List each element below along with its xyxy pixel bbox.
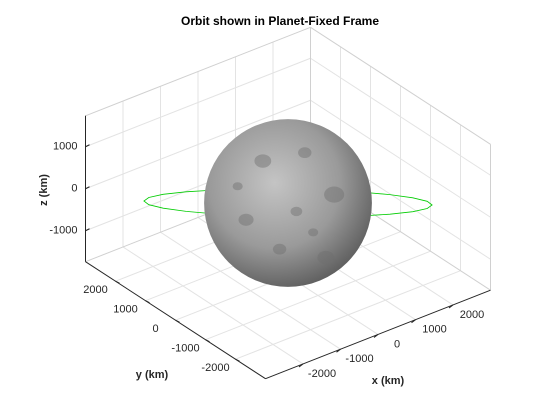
grid-line [205, 250, 431, 341]
z-axis-label: z (km) [38, 174, 50, 206]
crater [290, 206, 303, 217]
x-tick-label: 0 [394, 338, 400, 350]
crater [298, 147, 312, 159]
labels: -2000-1000010002000-2000-1000010002000-1… [49, 141, 484, 380]
x-tick [411, 319, 416, 324]
y-tick-label: -1000 [171, 343, 199, 355]
grid-line [85, 99, 311, 190]
chart-title: Orbit shown in Planet-Fixed Frame [181, 14, 379, 28]
y-tick-label: -2000 [201, 362, 229, 374]
y-tick-label: 1000 [113, 304, 137, 316]
crater [324, 186, 345, 203]
y-tick-label: 0 [152, 323, 158, 335]
grid-line [235, 270, 461, 360]
y-tick [235, 358, 240, 362]
grid-line [310, 99, 491, 218]
crater [317, 250, 335, 265]
z-tick [85, 144, 90, 148]
z-tick-label: 1000 [53, 141, 77, 153]
y-tick [175, 319, 180, 323]
y-tick [145, 300, 150, 304]
z-tick [85, 186, 90, 190]
box-edge [85, 26, 311, 117]
x-tick-label: -2000 [308, 368, 336, 380]
y-tick [205, 339, 210, 343]
x-tick [336, 348, 341, 353]
box-edge [310, 26, 491, 145]
crater [308, 228, 319, 237]
x-tick-label: 1000 [422, 324, 446, 336]
x-tick [298, 363, 304, 368]
y-axis-label: y (km) [136, 369, 169, 381]
planet [204, 119, 372, 287]
plot-area [143, 119, 433, 287]
grid-line [85, 57, 311, 148]
grid-line [310, 57, 491, 176]
y-tick [115, 280, 120, 284]
z-tick [85, 228, 90, 232]
x-tick [373, 334, 379, 338]
x-axis-label: x (km) [372, 375, 405, 387]
crater [254, 154, 272, 168]
z-tick-label: -1000 [49, 225, 77, 237]
z-tick-label: 0 [71, 183, 77, 195]
crater [232, 182, 243, 191]
y-tick-label: 2000 [83, 284, 107, 296]
crater [272, 243, 287, 255]
x-tick [448, 304, 454, 309]
x-tick-label: 2000 [460, 309, 484, 321]
x-tick-label: -1000 [345, 353, 373, 365]
crater [238, 213, 254, 226]
